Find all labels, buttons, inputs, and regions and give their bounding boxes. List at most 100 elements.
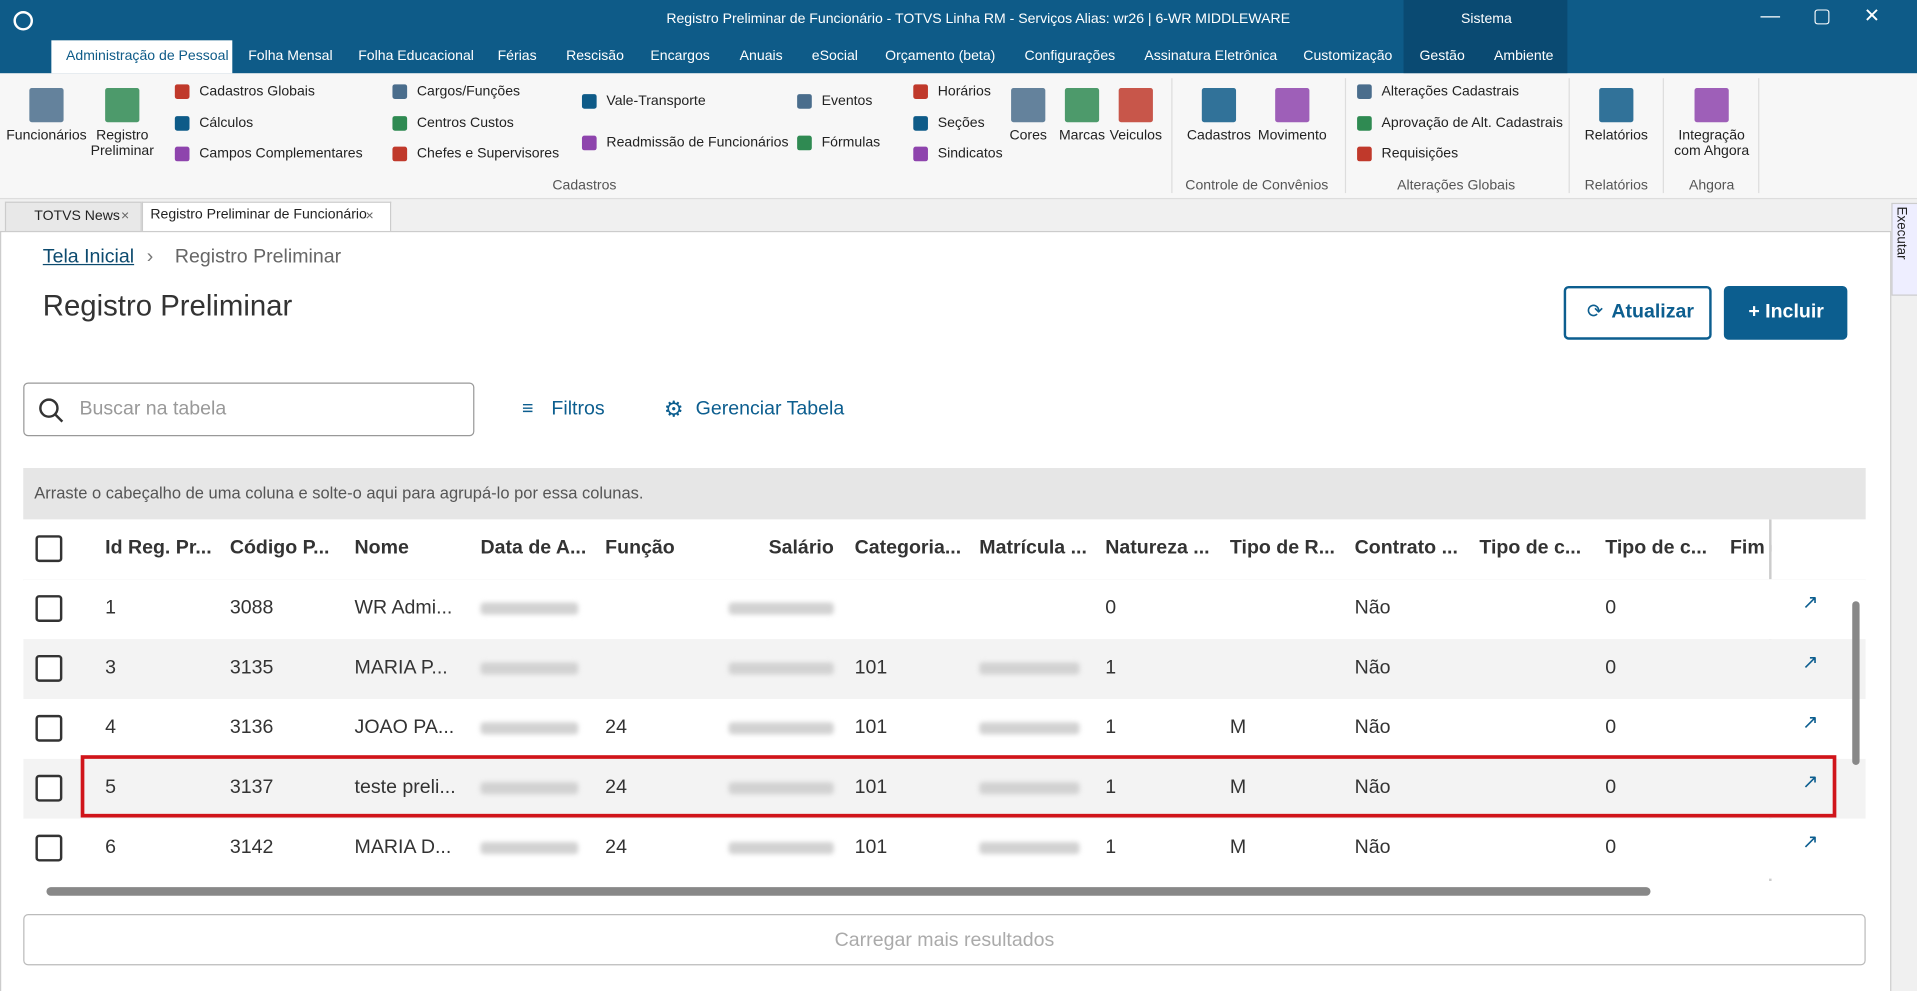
- menu-item[interactable]: Férias: [497, 48, 537, 64]
- ribbon-item[interactable]: Alterações Cadastrais: [1381, 84, 1520, 99]
- menu-item[interactable]: Rescisão: [566, 48, 624, 64]
- open-row-icon[interactable]: ↗: [1802, 712, 1819, 734]
- ribbon-icon[interactable]: [581, 94, 597, 109]
- filters-button[interactable]: Filtros: [551, 398, 605, 420]
- load-more-button[interactable]: [23, 914, 1866, 966]
- table-row[interactable]: [23, 818, 1866, 879]
- menu-item[interactable]: Assinatura Eletrônica: [1144, 48, 1278, 64]
- open-row-icon[interactable]: ↗: [1802, 772, 1819, 794]
- ribbon-item[interactable]: Chefes e Supervisores: [416, 146, 560, 162]
- ribbon-icon[interactable]: [797, 135, 812, 151]
- ribbon-icon[interactable]: [174, 84, 190, 99]
- ribbon-icon[interactable]: [1357, 84, 1372, 99]
- ribbon-icon[interactable]: [174, 116, 190, 131]
- column-header[interactable]: Tipo de c...: [1605, 537, 1708, 559]
- tab-label[interactable]: Registro Preliminar de Funcionário: [150, 207, 367, 223]
- ribbon-item[interactable]: Veiculos: [1109, 128, 1162, 143]
- column-header[interactable]: Natureza ...: [1105, 537, 1210, 559]
- table-row[interactable]: [23, 579, 1866, 640]
- ribbon-icon[interactable]: [1118, 87, 1153, 123]
- column-header[interactable]: Nome: [354, 537, 409, 559]
- breadcrumb-link[interactable]: Tela Inicial: [42, 246, 135, 268]
- ribbon-icon[interactable]: [797, 94, 812, 109]
- tab-close[interactable]: ×: [121, 208, 130, 224]
- menu-item[interactable]: Orçamento (beta): [885, 48, 996, 64]
- side-tab[interactable]: [1891, 202, 1917, 296]
- column-header[interactable]: Data de A...: [480, 537, 587, 559]
- ribbon-icon[interactable]: [913, 116, 928, 131]
- menu-item[interactable]: Folha Educacional: [358, 48, 474, 64]
- ribbon-icon[interactable]: [1357, 116, 1372, 131]
- ribbon-item[interactable]: Readmissão de Funcionários: [606, 135, 789, 151]
- ribbon-item[interactable]: Integração com Ahgora: [1674, 128, 1750, 159]
- ribbon-icon[interactable]: [581, 135, 597, 151]
- ribbon-icon[interactable]: [392, 84, 408, 99]
- open-row-icon[interactable]: ↗: [1802, 652, 1819, 674]
- add-button[interactable]: [1723, 285, 1848, 340]
- ribbon-item[interactable]: Requisições: [1381, 146, 1459, 162]
- ribbon-icon[interactable]: [105, 87, 140, 123]
- manage-table-button[interactable]: Gerenciar Tabela: [695, 398, 845, 420]
- menu-item[interactable]: Administração de Pessoal: [66, 48, 229, 64]
- ribbon-item[interactable]: Cores: [1009, 128, 1047, 143]
- ribbon-item[interactable]: Campos Complementares: [199, 146, 363, 162]
- menu-item[interactable]: Folha Mensal: [248, 48, 333, 64]
- menu-item[interactable]: Anuais: [739, 48, 783, 64]
- v-scrollbar[interactable]: [1850, 584, 1862, 877]
- ribbon-item[interactable]: Marcas: [1058, 128, 1106, 143]
- ribbon-icon[interactable]: [1011, 87, 1046, 123]
- column-header[interactable]: Função: [605, 537, 675, 559]
- ribbon-icon[interactable]: [392, 116, 408, 131]
- menu-item[interactable]: Ambiente: [1494, 48, 1554, 64]
- menu-item[interactable]: Customização: [1303, 48, 1393, 64]
- column-header[interactable]: Código P...: [229, 537, 330, 559]
- open-row-icon[interactable]: ↗: [1802, 592, 1819, 614]
- ribbon-item[interactable]: Funcionários: [6, 128, 87, 143]
- ribbon-item[interactable]: Fórmulas: [821, 135, 881, 151]
- search-placeholder[interactable]: Buscar na tabela: [79, 398, 227, 420]
- menu-item[interactable]: eSocial: [811, 48, 858, 64]
- ribbon-item[interactable]: Cadastros: [1186, 128, 1251, 143]
- ribbon-item[interactable]: Sindicatos: [937, 146, 1003, 162]
- ribbon-item[interactable]: Cadastros Globais: [199, 84, 315, 99]
- ribbon-item[interactable]: Vale-Transporte: [606, 94, 706, 109]
- tab-label[interactable]: TOTVS News: [34, 208, 120, 224]
- search-box[interactable]: [23, 382, 475, 437]
- table-row[interactable]: [23, 639, 1866, 699]
- table-row[interactable]: [23, 698, 1866, 759]
- ribbon-icon[interactable]: [913, 84, 928, 99]
- ribbon-icon[interactable]: [1275, 87, 1310, 123]
- column-header[interactable]: Id Reg. Pr...: [105, 537, 212, 559]
- ribbon-item[interactable]: Aprovação de Alt. Cadastrais: [1381, 116, 1563, 131]
- ribbon-icon[interactable]: [1064, 87, 1100, 123]
- ribbon-item[interactable]: Centros Custos: [416, 116, 514, 131]
- ribbon-icon[interactable]: [1357, 146, 1372, 162]
- refresh-button[interactable]: [1563, 285, 1712, 340]
- ribbon-item[interactable]: Registro Preliminar: [90, 128, 154, 159]
- ribbon-item[interactable]: Movimento: [1257, 128, 1327, 143]
- app-icon[interactable]: [13, 10, 34, 31]
- row-checkbox[interactable]: [35, 714, 63, 742]
- ribbon-item[interactable]: Horários: [937, 84, 991, 99]
- load-more-label[interactable]: Carregar mais resultados: [834, 929, 1055, 951]
- column-header[interactable]: Tipo de R...: [1229, 537, 1336, 559]
- header-checkbox[interactable]: [35, 535, 63, 563]
- row-checkbox[interactable]: [35, 834, 63, 862]
- menu-item[interactable]: Gestão: [1419, 48, 1465, 64]
- row-checkbox[interactable]: [35, 595, 63, 622]
- ribbon-icon[interactable]: [1599, 87, 1634, 123]
- menu-item[interactable]: Encargos: [650, 48, 710, 64]
- column-header[interactable]: Matrícula ...: [979, 537, 1087, 559]
- column-header[interactable]: Fim d: [1729, 537, 1772, 559]
- menu-item[interactable]: Configurações: [1024, 48, 1116, 64]
- ribbon-icon[interactable]: [1201, 87, 1237, 123]
- table-row[interactable]: [23, 758, 1866, 819]
- column-header[interactable]: Contrato ...: [1354, 537, 1458, 559]
- ribbon-icon[interactable]: [392, 146, 408, 162]
- tab-close[interactable]: ×: [365, 208, 374, 224]
- ribbon-item[interactable]: Relatórios: [1584, 128, 1648, 143]
- ribbon-icon[interactable]: [29, 87, 64, 123]
- side-tab-label[interactable]: Executar: [1893, 206, 1909, 260]
- ribbon-item[interactable]: Cálculos: [199, 116, 254, 131]
- row-checkbox[interactable]: [35, 654, 63, 682]
